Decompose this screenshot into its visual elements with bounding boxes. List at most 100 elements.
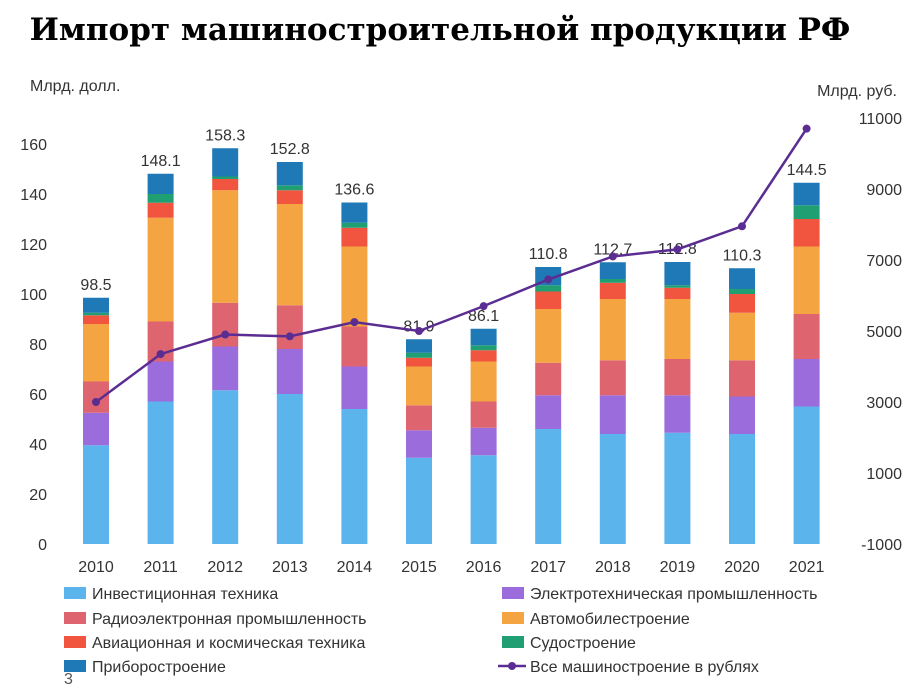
ruble-line-series <box>92 124 811 406</box>
y-right-axis: -1000 1000 3000 5000 7000 9000 11000 <box>859 111 902 554</box>
bar-segment <box>599 299 626 361</box>
y-right-tick-label: 3000 <box>866 395 902 412</box>
legend-swatch <box>64 587 86 599</box>
bar-segment <box>729 312 755 361</box>
bar-segment <box>406 366 432 406</box>
bar-segment <box>793 359 820 407</box>
ruble-line-point <box>285 332 294 341</box>
bar-segment <box>341 202 368 223</box>
legend-label: Автомобилестроение <box>530 611 690 628</box>
total-label: 152.8 <box>270 141 310 158</box>
y-right-unit-label: Млрд. руб. <box>817 83 897 100</box>
bar-segment <box>406 339 432 353</box>
y-right-tick-label: 5000 <box>866 324 902 341</box>
y-left-axis: 0 20 40 60 80 100 120 140 160 <box>20 137 47 554</box>
page-number: 3 <box>64 671 73 688</box>
ruble-line-point <box>156 350 165 359</box>
legend-label: Радиоэлектронная промышленность <box>92 611 367 628</box>
bar-segment <box>147 194 174 203</box>
bar-segment <box>470 345 497 351</box>
bar-segment <box>470 427 497 456</box>
bar-segment <box>83 324 109 382</box>
legend-swatch <box>64 660 86 672</box>
x-tick-label: 2019 <box>660 559 696 576</box>
bar-segment <box>276 190 303 204</box>
y-right-tick-label: 1000 <box>866 466 902 483</box>
bar-segment <box>83 445 109 544</box>
legend-label: Электротехническая промышленность <box>530 586 817 603</box>
bar-segment <box>729 294 755 313</box>
x-tick-label: 2015 <box>401 559 437 576</box>
bars <box>83 148 820 544</box>
ruble-line-point <box>673 245 682 254</box>
bar-segment <box>470 455 497 544</box>
bar-segment <box>470 328 497 346</box>
bar-segment <box>276 305 303 349</box>
bar-segment <box>276 162 303 186</box>
total-label: 136.6 <box>334 182 374 199</box>
bar-segment <box>729 268 755 289</box>
ruble-line-point <box>608 252 617 261</box>
bar-segment <box>535 309 562 363</box>
y-right-tick-label: 7000 <box>866 253 902 270</box>
y-right-tick-label: 11000 <box>859 111 902 128</box>
x-tick-label: 2021 <box>789 559 825 576</box>
x-tick-label: 2018 <box>595 559 631 576</box>
legend-label: Авиационная и космическая техника <box>92 635 366 652</box>
bar-segment <box>664 432 691 544</box>
y-right-tick-label: -1000 <box>861 537 902 554</box>
bar-segment <box>664 285 691 288</box>
bar-segment <box>406 457 432 544</box>
y-left-tick-label: 20 <box>29 487 47 504</box>
x-tick-label: 2016 <box>466 559 502 576</box>
bar-segment <box>535 429 562 544</box>
bar-segment <box>212 179 239 191</box>
x-axis: 2010 2011 2012 2013 2014 2015 2016 2017 2018 2019… <box>78 559 824 576</box>
bar-segment <box>83 315 109 324</box>
bar-segment <box>729 360 755 397</box>
bar-segment <box>406 352 432 358</box>
y-left-tick-label: 160 <box>20 137 47 154</box>
bar-segment <box>83 297 109 313</box>
bar-segment <box>341 409 368 544</box>
bar-segment <box>341 366 368 409</box>
total-label: 148.1 <box>141 153 181 170</box>
legend-swatch <box>64 636 86 648</box>
bar-segment <box>535 395 562 429</box>
bar-segment <box>212 302 239 347</box>
x-tick-label: 2017 <box>530 559 566 576</box>
legend-swatch <box>502 587 524 599</box>
bar-segment <box>212 148 239 177</box>
bar-segment <box>729 289 755 294</box>
bar-segment <box>664 395 691 433</box>
bar-segment <box>147 401 174 544</box>
bar-segment <box>276 394 303 544</box>
total-label: 110.3 <box>723 247 762 264</box>
ruble-line-point <box>479 302 488 311</box>
y-left-tick-label: 60 <box>29 387 47 404</box>
bar-segment <box>212 176 239 179</box>
y-left-tick-label: 40 <box>29 437 47 454</box>
y-left-tick-label: 0 <box>38 537 47 554</box>
bar-segment <box>793 246 820 314</box>
bar-segment <box>793 219 820 247</box>
bar-segment <box>470 401 497 428</box>
x-tick-label: 2011 <box>143 559 178 576</box>
bar-segment <box>793 406 820 544</box>
bar-segment <box>599 279 626 283</box>
bar-segment <box>341 326 368 367</box>
y-left-unit-label: Млрд. долл. <box>30 78 120 95</box>
bar-segment <box>406 405 432 431</box>
bar-segment <box>341 227 368 247</box>
bar-segment <box>535 362 562 396</box>
total-label: 158.3 <box>205 127 245 144</box>
y-left-tick-label: 120 <box>20 237 47 254</box>
bar-segment <box>664 299 691 359</box>
bar-segment <box>470 361 497 402</box>
ruble-line-point <box>802 124 811 133</box>
legend-swatch <box>64 612 86 624</box>
bar-segment <box>406 430 432 458</box>
ruble-line <box>95 127 808 404</box>
x-tick-label: 2013 <box>272 559 308 576</box>
